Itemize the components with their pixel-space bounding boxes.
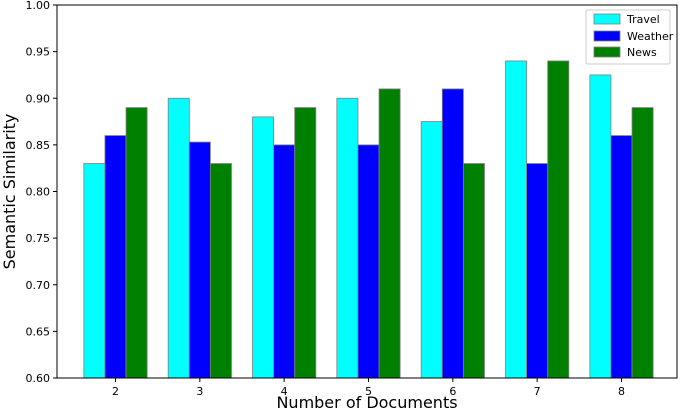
bar-news-8 [631,107,654,379]
bar-travel-4 [252,116,275,379]
x-tick-label: 6 [449,385,456,398]
y-tick-label: 0.90 [26,92,51,105]
bar-news-3 [209,163,232,379]
bar-news-2 [125,107,148,379]
bar-weather-3 [188,141,211,379]
bar-news-7 [547,60,570,379]
bar-weather-2 [104,135,127,379]
x-tick-label: 7 [534,385,541,398]
bar-weather-7 [526,163,549,379]
bar-travel-6 [420,121,443,379]
legend-swatch-news [593,46,621,58]
y-tick-label: 1.00 [26,0,51,12]
bar-weather-6 [441,88,464,379]
legend-label-travel: Travel [626,13,660,26]
bar-weather-8 [610,135,633,379]
y-tick-label: 0.70 [26,279,51,292]
bar-travel-5 [336,97,359,379]
bar-travel-2 [83,163,106,379]
bar-travel-3 [167,97,190,379]
x-axis-ticks: 2 3 4 5 6 7 8 [112,378,625,398]
y-tick-label: 0.75 [26,232,51,245]
x-tick-label: 2 [112,385,119,398]
x-axis-title: Number of Documents [276,393,457,412]
x-tick-label: 8 [618,385,625,398]
y-tick-label: 0.80 [26,186,51,199]
y-tick-label: 0.65 [26,325,51,338]
y-axis-title: Semantic Similarity [0,114,19,270]
bar-weather-4 [273,144,296,379]
x-tick-label: 3 [196,385,203,398]
y-axis-ticks: 0.60 0.65 0.70 0.75 0.80 0.85 0.90 0.95 1.00 [26,0,57,385]
y-tick-label: 0.60 [26,372,51,385]
y-tick-label: 0.85 [26,139,51,152]
bars-layer [83,60,654,379]
legend-label-weather: Weather [627,30,674,43]
legend-swatch-weather [593,30,621,42]
bar-travel-8 [589,74,612,379]
x-tick-label: 5 [365,385,372,398]
legend: Travel Weather News [585,9,674,65]
legend-swatch-travel [593,13,621,25]
bar-news-5 [378,88,401,379]
bar-news-6 [462,163,485,379]
x-tick-label: 4 [281,385,288,398]
y-tick-label: 0.95 [26,46,51,59]
legend-label-news: News [627,46,657,59]
bar-news-4 [294,107,317,379]
bar-travel-7 [505,60,528,379]
bar-weather-5 [357,144,380,379]
